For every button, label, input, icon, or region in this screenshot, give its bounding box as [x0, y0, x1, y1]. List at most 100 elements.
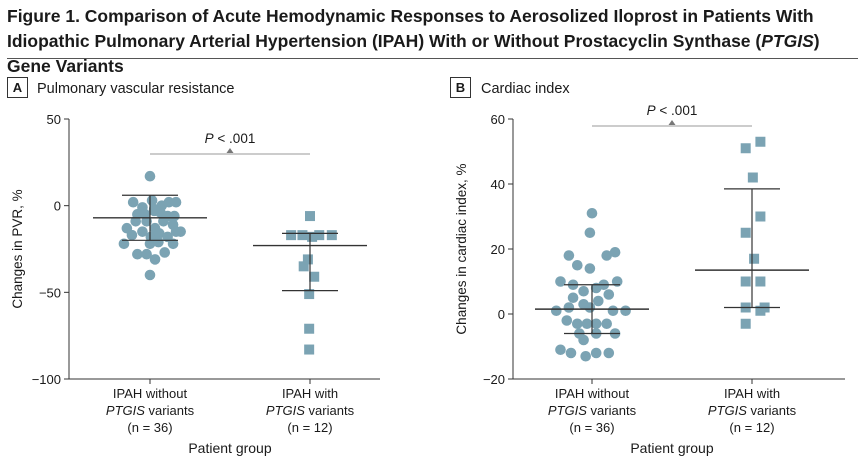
data-point — [167, 238, 179, 250]
data-point — [755, 276, 766, 287]
x-tick-label: PTGIS variants — [548, 403, 637, 418]
data-point — [572, 318, 583, 330]
data-point — [309, 271, 320, 282]
data-point — [158, 215, 169, 227]
x-tick-label: IPAH with — [724, 386, 780, 401]
data-point — [740, 276, 751, 287]
data-point — [170, 226, 182, 237]
data-point — [326, 230, 337, 241]
data-point — [561, 315, 573, 326]
data-point — [127, 196, 139, 208]
y-tick-label: 20 — [491, 242, 505, 257]
data-point — [578, 334, 589, 346]
y-tick-label: 40 — [491, 177, 505, 192]
data-point — [298, 261, 309, 272]
data-point — [169, 210, 180, 222]
y-tick-label: 0 — [54, 199, 61, 214]
data-point — [141, 248, 152, 260]
panel-title: Pulmonary vascular resistance — [37, 81, 234, 97]
x-tick-label: PTGIS variants — [106, 403, 195, 418]
data-point — [740, 143, 751, 154]
data-point — [137, 226, 148, 237]
data-point — [620, 305, 631, 317]
data-point — [286, 230, 297, 241]
p-value-label: P < .001 — [205, 131, 256, 146]
x-axis-label: Patient group — [630, 440, 713, 456]
data-point — [153, 236, 164, 248]
x-tick-label: PTGIS variants — [266, 403, 355, 418]
data-point — [747, 172, 758, 183]
data-point — [572, 259, 583, 271]
data-point — [593, 295, 604, 307]
data-point — [740, 227, 751, 238]
data-point — [584, 227, 596, 239]
data-point — [304, 323, 315, 334]
data-point — [755, 211, 766, 222]
panel-title: Cardiac index — [481, 81, 570, 97]
y-tick-label: −100 — [32, 372, 61, 387]
data-point — [590, 318, 602, 330]
data-point — [153, 228, 165, 239]
data-point — [567, 292, 579, 304]
data-point — [141, 215, 152, 227]
x-tick-label: (n = 36) — [569, 420, 614, 435]
y-axis-label: Changes in cardiac index, % — [454, 163, 469, 334]
panel-letter: A — [13, 80, 23, 95]
data-point — [749, 253, 760, 264]
figure-title-part2: ) Gene Variants — [7, 31, 820, 76]
data-point — [297, 230, 308, 241]
data-point — [149, 254, 161, 265]
x-tick-label: IPAH with — [282, 386, 338, 401]
figure-title-part1: Figure 1. Comparison of Acute Hemodynami… — [7, 6, 814, 51]
data-point — [609, 246, 621, 258]
data-point — [603, 347, 615, 359]
x-tick-label: (n = 36) — [127, 420, 172, 435]
data-point — [302, 254, 313, 265]
figure-title-italic: PTGIS — [761, 31, 814, 51]
data-point — [601, 318, 612, 330]
data-point — [601, 250, 612, 261]
data-point — [170, 196, 182, 208]
data-point — [144, 269, 156, 281]
panel-b: B Cardiac index 60 40 20 0 −20 Changes in cardi… — [450, 77, 845, 456]
data-point — [305, 211, 315, 222]
y-tick-label: 0 — [498, 307, 505, 322]
panel-a: A Pulmonary vascular resistance 50 0 −50 −100… — [7, 77, 380, 456]
data-point — [565, 347, 577, 359]
data-point — [603, 289, 615, 300]
x-axis-label: Patient group — [188, 440, 271, 456]
data-point — [563, 250, 575, 261]
title-rule — [7, 58, 858, 59]
data-point — [304, 344, 315, 355]
data-point — [551, 305, 562, 317]
data-point — [590, 347, 602, 359]
data-point — [144, 238, 156, 250]
x-tick-label: IPAH without — [113, 386, 188, 401]
data-point — [144, 170, 156, 182]
data-point — [132, 248, 143, 260]
data-point — [580, 350, 591, 362]
x-tick-label: PTGIS variants — [708, 403, 797, 418]
data-point — [130, 215, 142, 227]
data-point — [304, 289, 315, 300]
figure-title: Figure 1. Comparison of Acute Hemodynami… — [7, 4, 859, 79]
data-point — [314, 230, 325, 241]
x-tick-label: (n = 12) — [729, 420, 774, 435]
x-tick-label: IPAH without — [555, 386, 630, 401]
data-point — [118, 238, 130, 250]
data-point — [159, 247, 170, 258]
data-point — [581, 318, 593, 330]
y-tick-label: 60 — [491, 112, 505, 127]
data-point — [755, 136, 766, 147]
data-point — [555, 276, 566, 287]
y-tick-label: −20 — [483, 372, 505, 387]
data-point — [307, 231, 318, 242]
data-point — [126, 229, 138, 241]
data-point — [740, 318, 751, 329]
significance-marker — [668, 120, 676, 125]
data-point — [563, 302, 575, 313]
data-point — [586, 207, 598, 219]
p-value-label: P < .001 — [647, 103, 698, 118]
data-point — [555, 344, 566, 356]
